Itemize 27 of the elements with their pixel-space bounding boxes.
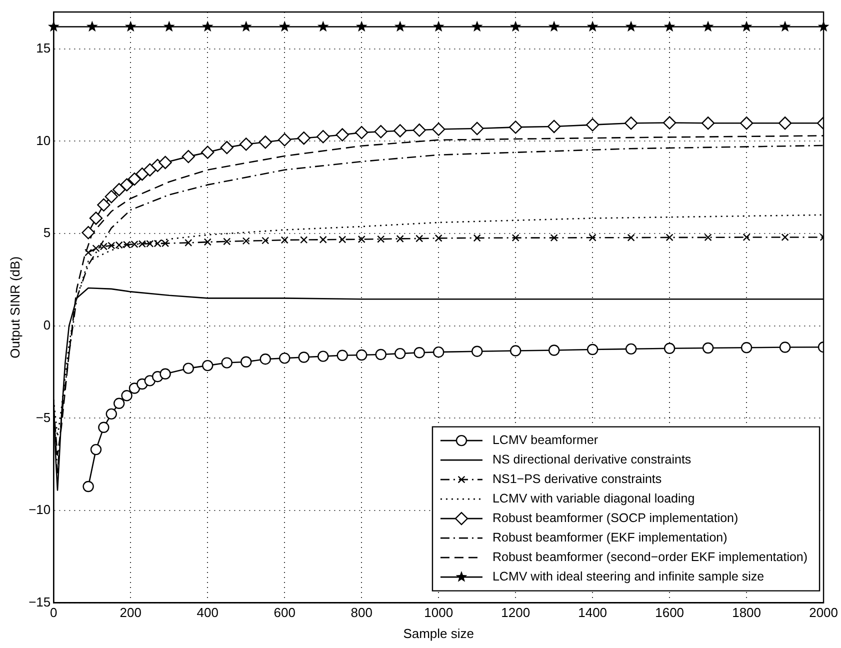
x-tick-label: 1600 [655,605,684,620]
y-tick-label: 10 [36,132,51,148]
x-tick-label: 1200 [501,605,530,620]
x-tick-label: 400 [196,605,218,620]
legend-label: Robust beamformer (EKF implementation) [492,530,728,545]
y-tick-label: 0 [43,317,51,332]
y-tick-label: −5 [36,410,51,425]
legend-label: Robust beamformer (SOCP implementation) [492,511,738,526]
x-tick-label: 1800 [732,605,762,620]
x-tick-label: 1000 [424,605,454,620]
y-tick-label: −15 [28,594,51,610]
x-tick-label: 1400 [578,605,608,620]
x-tick-label: 2000 [809,605,838,620]
x-tick-label: 800 [350,605,372,620]
y-tick-label: 5 [43,225,51,240]
legend-label: LCMV beamformer [492,433,598,448]
x-tick-label: 200 [120,605,142,620]
y-tick-label: 15 [36,40,51,56]
x-tick-label: 600 [274,605,296,620]
legend-label: Robust beamformer (second−order EKF implementation) [492,550,808,564]
x-axis-title: Sample size [403,626,474,641]
legend-label: NS1−PS derivative constraints [492,472,662,486]
y-axis-title: Output SINR (dB) [7,256,22,358]
legend-label: LCMV with variable diagonal loading [492,492,695,506]
legend-label: NS directional derivative constraints [492,452,692,467]
legend-label: LCMV with ideal steering and infinite sample size [492,570,764,584]
y-tick-label: −10 [28,502,51,518]
